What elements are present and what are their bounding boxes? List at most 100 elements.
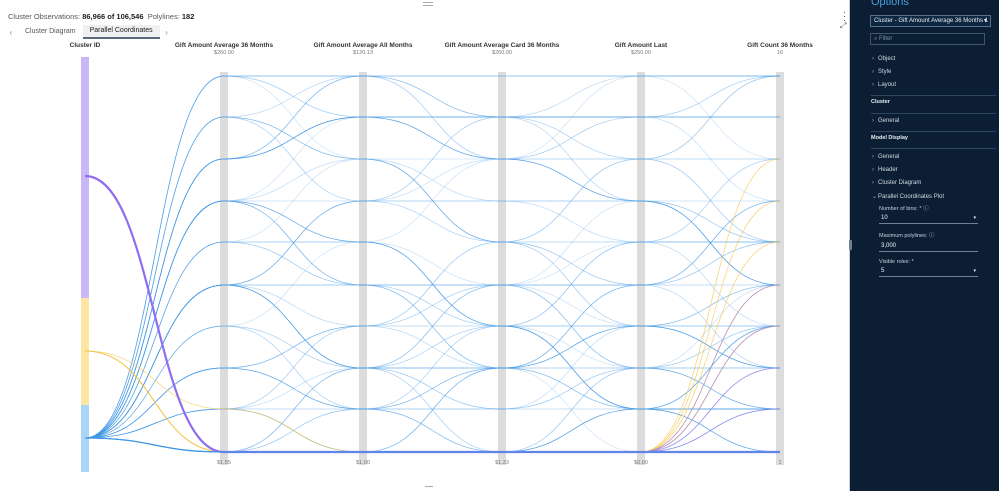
axis-title: Gift Count 36 Months	[747, 42, 813, 49]
bins-select[interactable]: 10 ▾	[879, 214, 978, 224]
polyline	[84, 200, 780, 439]
divider	[871, 95, 996, 96]
polyline	[84, 75, 781, 439]
section-label: General	[878, 154, 900, 160]
chevron-right-icon: ›	[872, 154, 874, 160]
cluster-segment[interactable]	[81, 298, 89, 405]
resize-handle-bottom[interactable]	[425, 486, 433, 488]
polyline-cluster-3	[84, 437, 780, 453]
options-pane: Options Cluster - Gift Amount Average 36…	[851, 0, 999, 491]
axis-title: Gift Amount Last	[615, 42, 668, 49]
tab-cluster-diagram[interactable]: Cluster Diagram	[25, 28, 76, 35]
options-title: Options	[871, 0, 909, 8]
section-label: Cluster Diagram	[878, 180, 922, 186]
polyline	[84, 284, 780, 439]
polylines-label: Polylines:	[147, 12, 180, 21]
polyline	[84, 116, 781, 439]
polyline-cluster-2	[84, 284, 781, 453]
axis-bar	[776, 72, 784, 465]
polyline	[84, 241, 781, 439]
divider	[871, 113, 996, 114]
tab-prev-arrow-icon[interactable]: ‹	[9, 27, 13, 37]
divider	[871, 148, 996, 149]
cluster-segment[interactable]	[81, 57, 89, 298]
object-selector-value: Cluster - Gift Amount Average 36 Months …	[874, 18, 988, 24]
polyline	[84, 116, 781, 439]
polyline	[84, 241, 781, 439]
section-header[interactable]: › Header	[872, 167, 898, 173]
section-parallel-coordinates-plot[interactable]: ⌄Parallel Coordinates Plot	[872, 193, 944, 200]
view-tabs: ‹ Cluster Diagram Parallel Coordinates ›	[4, 25, 174, 39]
section-label: General	[878, 118, 900, 124]
observations-value: 86,966 of 106,546	[82, 12, 144, 21]
polyline	[84, 284, 781, 439]
polylines-setting-label: Maximum polylines: ⓘ	[879, 231, 934, 239]
divider	[871, 131, 996, 132]
chevron-down-icon: ▾	[983, 18, 987, 24]
axis-max-label: $120.13	[353, 50, 373, 56]
bins-label-text: Number of bins: *	[879, 206, 922, 212]
polyline	[84, 158, 781, 439]
max-polylines-value: 3,000	[881, 243, 897, 249]
section-cluster-general[interactable]: › General	[872, 118, 899, 124]
model-display-heading: Model Display	[871, 135, 908, 141]
search-icon: ⌕	[874, 36, 878, 42]
observations-label: Cluster Observations:	[8, 12, 81, 21]
tab-parallel-coordinates[interactable]: Parallel Coordinates	[82, 25, 160, 39]
polyline	[84, 75, 780, 439]
section-label: Parallel Coordinates Plot	[878, 194, 945, 200]
section-label: Layout	[878, 82, 897, 88]
polyline-cluster-2	[84, 325, 781, 453]
polyline	[84, 116, 781, 439]
info-icon[interactable]: ⓘ	[923, 206, 929, 212]
section-cluster-diagram[interactable]: › Cluster Diagram	[872, 180, 921, 186]
chevron-down-icon: ▾	[973, 268, 976, 274]
object-selector[interactable]: Cluster - Gift Amount Average 36 Months …	[870, 15, 991, 27]
axis-max-label: $260.00	[214, 50, 234, 56]
polyline	[84, 284, 780, 439]
info-icon[interactable]: ⓘ	[928, 233, 935, 239]
axis-bar	[220, 72, 228, 465]
polyline	[84, 116, 781, 439]
parallel-coordinates-panel: Cluster Observations: 86,966 of 106,546 …	[0, 0, 850, 491]
chevron-right-icon: ›	[872, 167, 874, 173]
polyline	[84, 75, 781, 439]
cluster-heading: Cluster	[871, 99, 890, 105]
section-style[interactable]: › Style	[872, 69, 891, 75]
axis-title: Cluster ID	[70, 42, 101, 49]
bins-value: 10	[881, 215, 888, 221]
parallel-coordinates-chart: Cluster ID Gift Amount Average 36 Months G…	[70, 42, 813, 472]
axis-max-label: $250.00	[631, 50, 651, 56]
more-options-icon[interactable]: · · ·	[843, 7, 846, 25]
chevron-right-icon: ›	[872, 69, 874, 75]
section-object[interactable]: › Object	[872, 56, 895, 62]
axis-min-label: 1	[778, 460, 781, 466]
visible-roles-value: 5	[881, 268, 885, 274]
tab-next-arrow-icon[interactable]: ›	[165, 27, 168, 37]
filter-input[interactable]: ⌕ Filter	[870, 33, 985, 45]
axis-min-label: $1.00	[356, 460, 370, 466]
maximize-icon[interactable]: ⤢	[840, 21, 847, 30]
polyline-cluster-1	[640, 408, 781, 453]
visible-roles-select[interactable]: 5 ▾	[879, 267, 978, 277]
polyline	[84, 75, 780, 439]
resize-handle-top[interactable]	[423, 2, 433, 6]
bins-label: Number of bins: * ⓘ	[879, 204, 929, 212]
axis-bar	[359, 72, 367, 465]
polyline	[84, 325, 781, 453]
section-model-general[interactable]: › General	[872, 154, 899, 160]
polyline	[84, 325, 781, 439]
max-polylines-input[interactable]: 3,000	[879, 242, 978, 252]
polyline-cluster-1	[640, 367, 781, 453]
axis-max-label: $260.00	[492, 50, 512, 56]
section-layout[interactable]: › Layout	[872, 82, 896, 88]
polylines-value: 182	[181, 12, 195, 21]
pane-splitter[interactable]	[849, 240, 852, 250]
polyline	[84, 75, 780, 439]
chevron-right-icon: ›	[872, 118, 874, 124]
polyline	[84, 75, 780, 439]
polyline	[84, 75, 780, 439]
visible-roles-label: Visible roles: *	[879, 259, 914, 265]
polyline	[84, 75, 781, 439]
axis-max-label: 16	[777, 50, 783, 56]
